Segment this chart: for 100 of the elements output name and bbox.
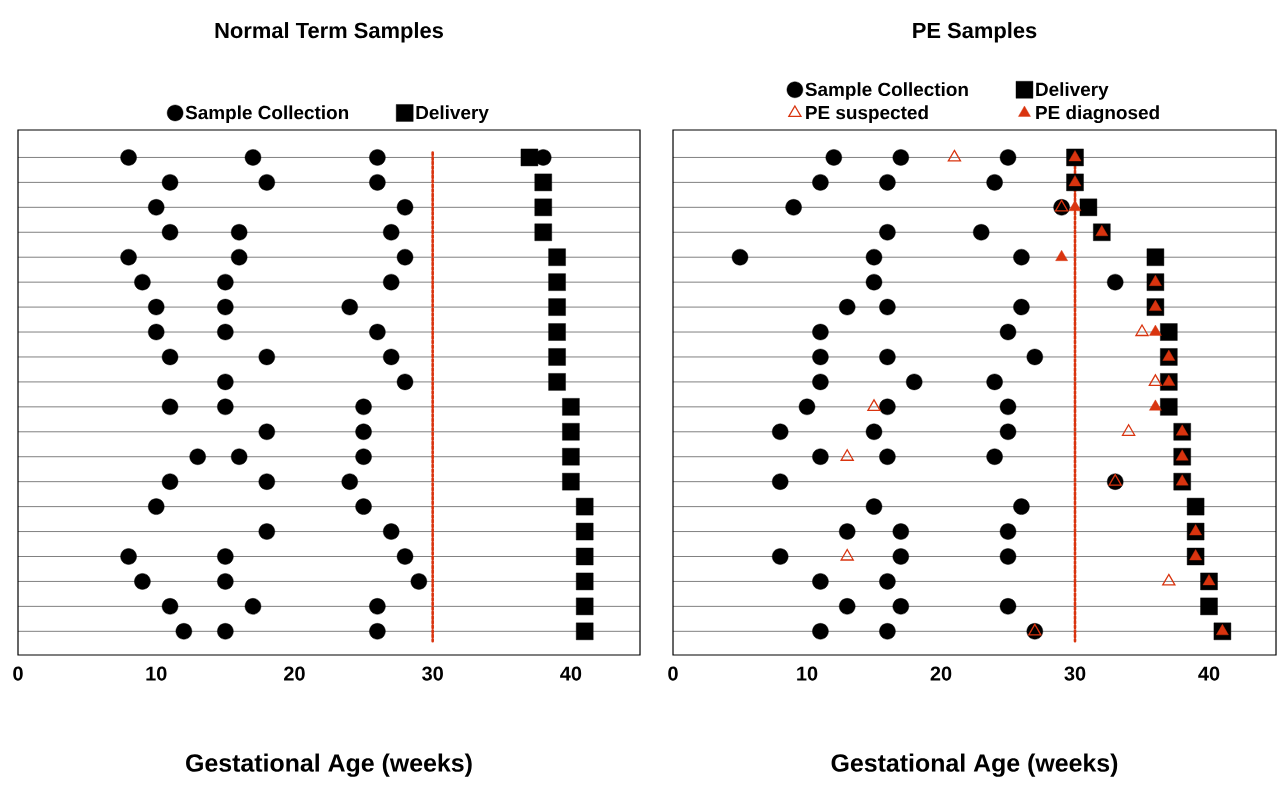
point	[410, 573, 428, 590]
x-tick-label: 20	[284, 666, 305, 681]
x-axis-title: Gestational Age (weeks)	[831, 753, 1118, 777]
point	[812, 448, 829, 465]
point	[355, 423, 372, 440]
point	[161, 398, 179, 416]
point	[772, 423, 789, 440]
point	[892, 523, 910, 540]
point	[986, 373, 1003, 391]
point	[1149, 324, 1162, 336]
point	[217, 373, 234, 391]
point	[986, 448, 1003, 465]
point	[562, 472, 580, 491]
point	[865, 498, 883, 515]
point	[258, 523, 275, 540]
point	[120, 249, 137, 266]
point	[134, 273, 151, 291]
point	[892, 598, 910, 615]
point	[369, 323, 386, 341]
point	[562, 423, 580, 441]
point	[383, 523, 400, 540]
point	[576, 597, 594, 616]
point	[1175, 424, 1189, 436]
legend-label: PE diagnosed	[1036, 105, 1159, 124]
point	[562, 398, 580, 416]
point	[230, 224, 248, 241]
point	[1095, 225, 1109, 236]
point	[548, 373, 566, 391]
point	[148, 323, 165, 341]
point	[1160, 323, 1178, 341]
point	[1013, 298, 1030, 316]
point	[189, 448, 206, 465]
point	[906, 373, 923, 391]
point	[772, 548, 789, 565]
point	[576, 622, 594, 641]
point	[161, 473, 179, 490]
point	[1055, 250, 1068, 261]
point	[369, 174, 386, 191]
point	[999, 398, 1017, 416]
x-tick-label: 40	[1198, 666, 1220, 681]
point	[1216, 624, 1229, 636]
point	[1162, 374, 1176, 386]
point	[576, 497, 594, 516]
point	[258, 348, 275, 366]
point	[879, 448, 896, 465]
point	[1028, 623, 1042, 636]
point	[812, 348, 829, 366]
point	[1068, 175, 1082, 187]
point	[230, 249, 248, 266]
point	[534, 223, 552, 241]
point	[1186, 497, 1205, 516]
point	[892, 548, 910, 565]
point	[798, 398, 816, 416]
point	[825, 149, 843, 166]
point	[812, 373, 829, 391]
point	[1013, 249, 1030, 266]
point	[879, 623, 896, 640]
legend-label: Sample Collection	[185, 105, 349, 123]
point	[772, 473, 789, 490]
point	[1135, 324, 1149, 337]
point	[548, 348, 566, 366]
point	[1149, 274, 1162, 286]
point	[161, 348, 179, 366]
point	[999, 423, 1017, 440]
point	[879, 398, 896, 416]
point	[258, 473, 275, 490]
x-tick-label: 30	[1064, 666, 1086, 681]
point	[120, 149, 137, 166]
point	[731, 249, 749, 266]
point	[383, 348, 400, 366]
chart-title: PE Samples	[913, 22, 1037, 43]
point	[576, 522, 594, 541]
point	[1148, 374, 1163, 387]
point	[1107, 273, 1124, 291]
point	[175, 623, 193, 640]
point	[355, 398, 372, 416]
point	[1068, 150, 1082, 162]
point	[1200, 597, 1218, 616]
point	[341, 473, 358, 490]
point	[840, 548, 854, 561]
point	[369, 598, 386, 615]
point	[839, 598, 856, 615]
x-tick-label: 10	[797, 666, 818, 681]
point	[973, 224, 990, 241]
point	[217, 573, 234, 590]
legend-label: Delivery	[416, 105, 489, 123]
point	[548, 323, 566, 341]
point	[341, 298, 358, 316]
point	[892, 149, 910, 166]
point	[396, 548, 414, 565]
point	[383, 224, 400, 241]
point	[548, 273, 566, 291]
point	[548, 248, 566, 266]
point	[148, 298, 165, 316]
point	[1068, 200, 1082, 212]
point	[999, 523, 1017, 540]
point	[161, 224, 179, 241]
x-tick-label: 20	[930, 666, 952, 681]
point	[879, 348, 896, 366]
point	[839, 523, 856, 540]
